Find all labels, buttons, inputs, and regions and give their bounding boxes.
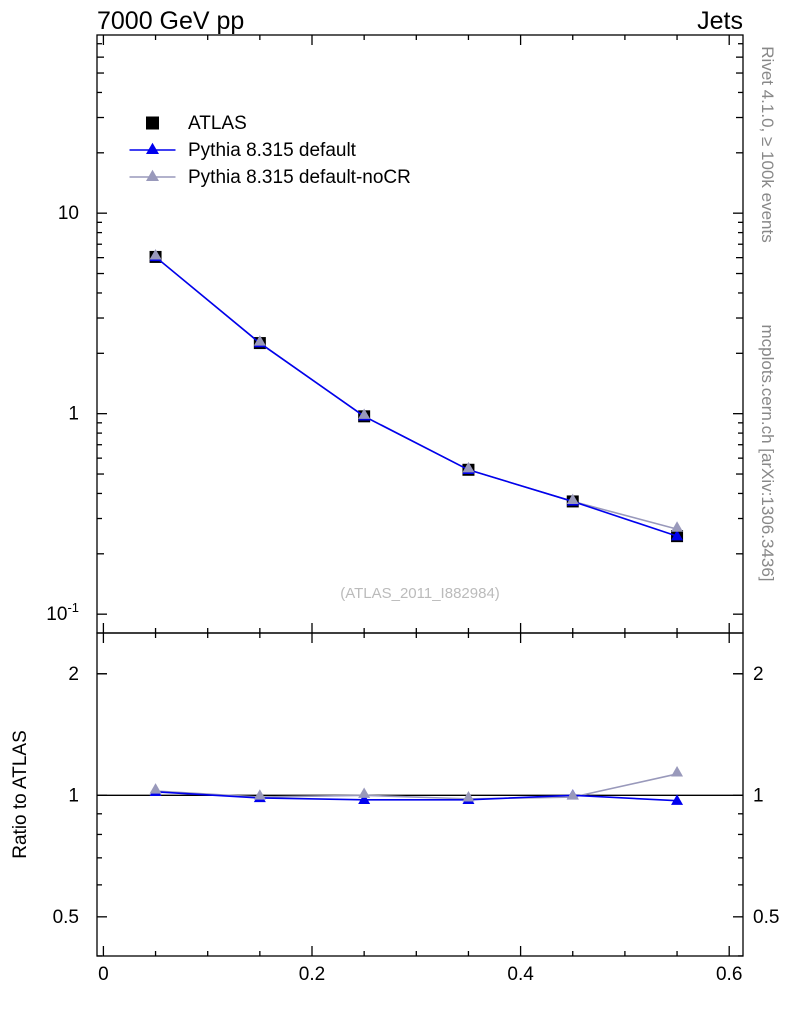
svg-text:0.6: 0.6 bbox=[716, 964, 742, 985]
svg-text:1: 1 bbox=[68, 785, 79, 806]
svg-text:10: 10 bbox=[58, 203, 79, 224]
svg-text:0.4: 0.4 bbox=[507, 964, 534, 985]
svg-text:1: 1 bbox=[68, 404, 79, 425]
svg-text:Ratio to ATLAS: Ratio to ATLAS bbox=[10, 730, 31, 859]
svg-text:2: 2 bbox=[753, 664, 764, 685]
svg-text:Jets: Jets bbox=[697, 7, 743, 35]
svg-text:Pythia 8.315 default: Pythia 8.315 default bbox=[188, 140, 357, 161]
svg-text:(ATLAS_2011_I882984): (ATLAS_2011_I882984) bbox=[340, 585, 500, 602]
svg-text:ATLAS: ATLAS bbox=[188, 113, 247, 134]
svg-text:Rivet 4.1.0, ≥ 100k events: Rivet 4.1.0, ≥ 100k events bbox=[758, 46, 777, 242]
svg-text:0.5: 0.5 bbox=[53, 907, 79, 928]
svg-text:Pythia 8.315 default-noCR: Pythia 8.315 default-noCR bbox=[188, 167, 411, 188]
svg-text:2: 2 bbox=[68, 664, 79, 685]
svg-text:0.2: 0.2 bbox=[299, 964, 325, 985]
svg-text:mcplots.cern.ch [arXiv:1306.34: mcplots.cern.ch [arXiv:1306.3436] bbox=[758, 324, 777, 581]
svg-text:1: 1 bbox=[753, 785, 764, 806]
svg-text:0.5: 0.5 bbox=[753, 907, 779, 928]
svg-text:0: 0 bbox=[98, 964, 109, 985]
svg-text:7000 GeV pp: 7000 GeV pp bbox=[97, 7, 244, 35]
